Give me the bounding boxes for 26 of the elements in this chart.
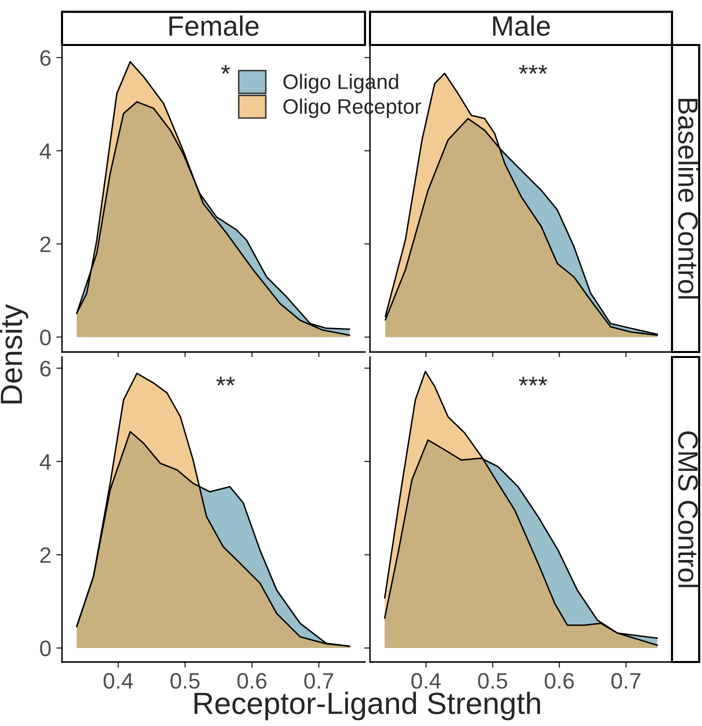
chart-title: Male [493, 15, 550, 36]
y-axis-title: Density [0, 304, 28, 404]
x-tick-label: 0.4 [411, 673, 441, 689]
chart-title: Female [169, 15, 259, 36]
y-tick-label: 6 [40, 360, 51, 376]
y-tick-label: 6 [40, 50, 51, 66]
y-tick-label: 4 [40, 144, 51, 159]
x-tick-label: 0.7 [304, 673, 334, 689]
y-tick-label: 0 [40, 330, 51, 346]
y-tick-label: 2 [40, 236, 50, 252]
annotation: *** [518, 64, 548, 74]
x-axis-title: Receptor-Ligand Strength [194, 692, 540, 720]
y-tick-label: 2 [40, 547, 50, 563]
x-tick-label: 0.5 [170, 673, 200, 689]
annotation: * [221, 64, 230, 74]
y2-axis-title: CMS Control [678, 431, 699, 588]
y-tick-label: 4 [40, 454, 51, 470]
x-tick-label: 0.4 [104, 673, 133, 689]
x-tick-label: 0.6 [544, 673, 574, 689]
annotation: ** [216, 376, 235, 386]
annotation: *** [518, 376, 548, 386]
y-tick-label: 0 [40, 640, 51, 656]
y2-axis-title: Baseline Control [678, 98, 699, 299]
x-tick-label: 0.7 [611, 673, 640, 689]
x-tick-label: 0.5 [478, 673, 508, 689]
x-tick-label: 0.6 [237, 673, 266, 689]
